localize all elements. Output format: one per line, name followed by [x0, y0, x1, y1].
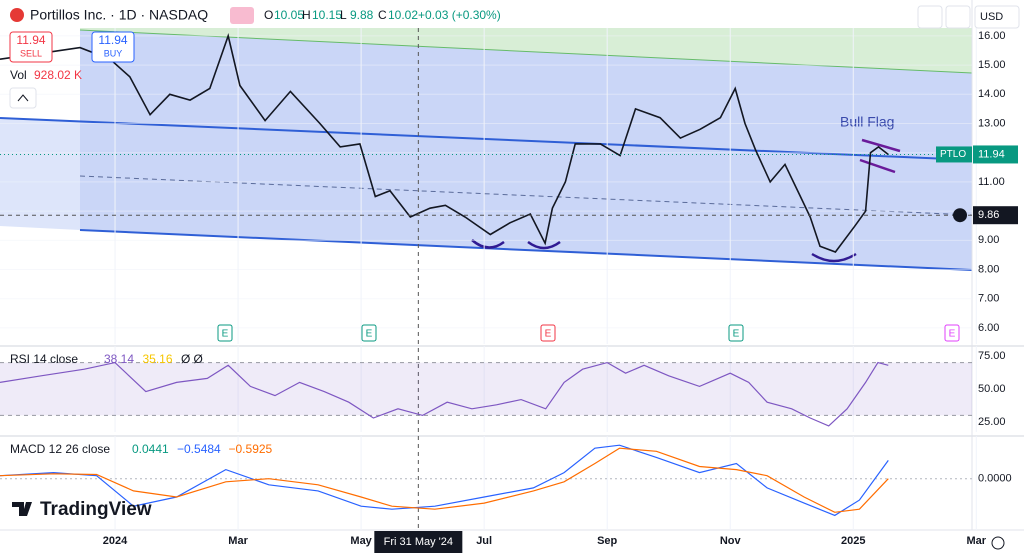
y-tick-label: 6.00 [978, 322, 999, 334]
y-tick-label: 50.00 [978, 383, 1006, 395]
earnings-marker [728, 324, 744, 342]
currency: USD [980, 11, 1003, 23]
sell-label: SELL [20, 48, 42, 58]
pane-readout: 38.14 [104, 352, 134, 366]
ohlc-value: 10.15 [312, 8, 342, 22]
earnings-marker [361, 324, 377, 342]
series-line [0, 447, 889, 513]
last-price-label: 11.94 [978, 148, 1005, 160]
buy-button[interactable] [91, 31, 135, 63]
ohlc-key: O [264, 8, 273, 22]
x-tick-label: 2025 [841, 535, 865, 547]
logo-mark [12, 502, 32, 516]
earnings-marker [944, 324, 960, 342]
crosshair-add [953, 208, 967, 223]
ohlc-value: 9.88 [350, 8, 374, 22]
y-tick-label: 13.00 [978, 117, 1006, 129]
series-line [0, 361, 889, 427]
sell-price: 11.94 [16, 33, 45, 47]
change: +0.03 (+0.30%) [418, 8, 501, 22]
pane-title: MACD 12 26 close [10, 442, 110, 456]
channel-lower-line [79, 229, 973, 271]
symbol-title[interactable]: Portillos Inc. · 1D · NASDAQ [30, 7, 208, 23]
y-tick-label: 8.00 [978, 263, 999, 275]
ohlc-value: 10.05 [274, 8, 304, 22]
header-bg [0, 0, 520, 28]
ohlc-key: C [378, 8, 387, 22]
x-tick-label: May [350, 535, 372, 547]
collapse-button[interactable] [9, 87, 37, 109]
pane-readout: 0.0441 [132, 442, 169, 456]
currency-select[interactable] [974, 5, 1020, 29]
crosshair-x-label: Fri 31 May '24 [384, 536, 453, 548]
x-tick-label: Mar [967, 535, 987, 547]
symbol-tag-label: PTLO [940, 149, 966, 160]
x-tick-label: 2024 [103, 535, 128, 547]
y-tick-label: 7.00 [978, 293, 999, 305]
earnings-label: E [366, 329, 373, 340]
y-tick-label: 15.00 [978, 59, 1006, 71]
settings-icon[interactable] [991, 536, 1005, 550]
sell-button[interactable] [9, 31, 53, 63]
download-button[interactable] [917, 5, 943, 29]
annotation: Bull Flag [840, 114, 894, 130]
y-tick-label: 16.00 [978, 30, 1006, 42]
crosshair-x-tag [374, 531, 463, 553]
bottom-arc [471, 239, 505, 249]
bottom-arc [811, 252, 857, 263]
series-line [0, 444, 889, 517]
pane-readout: −0.5484 [177, 442, 221, 456]
y-tick-label: 14.00 [978, 88, 1006, 100]
y-tick-label: 11.00 [978, 176, 1005, 188]
bottom-arc [527, 240, 561, 250]
y-tick-label: 0.0000 [978, 473, 1012, 485]
series-line [0, 33, 889, 253]
x-tick-label: Jul [476, 535, 492, 547]
volume-value: 928.02 K [34, 68, 82, 82]
earnings-label: E [733, 329, 740, 340]
volume-label: Vol [10, 68, 27, 82]
last-price-tag [973, 145, 1018, 164]
pane-readout: Ø [181, 352, 190, 366]
symbol-tag [936, 146, 972, 163]
y-tick-label: 75.00 [978, 350, 1006, 362]
channel-fill [80, 30, 972, 270]
earnings-marker [540, 324, 556, 342]
crosshair-y-label: 9.86 [978, 209, 999, 221]
ohlc-key: H [302, 8, 311, 22]
y-tick-label: 9.00 [978, 234, 999, 246]
rsi-band [0, 362, 972, 416]
earnings-marker [217, 324, 233, 342]
ohlc-value: 10.02 [388, 8, 418, 22]
indicator-toggle[interactable] [230, 7, 254, 24]
channel-ext-fill [0, 118, 80, 230]
pane-readout: Ø [194, 352, 203, 366]
symbol-logo [10, 8, 24, 22]
channel-mid-line [79, 175, 973, 216]
logo: TradingView [40, 499, 152, 520]
earnings-label: E [222, 329, 229, 340]
flag-line [861, 138, 901, 153]
earnings-label: E [545, 329, 552, 340]
x-tick-label: Mar [228, 535, 248, 547]
pane-readout: 35.16 [143, 352, 173, 366]
fullscreen-button[interactable] [945, 5, 971, 29]
buy-label: BUY [104, 48, 123, 58]
earnings-label: E [949, 329, 956, 340]
flag-line [859, 158, 896, 174]
x-tick-label: Nov [720, 535, 742, 547]
pane-title: RSI 14 close [10, 352, 78, 366]
buy-price: 11.94 [98, 33, 127, 47]
ohlc-key: L [340, 8, 347, 22]
x-tick-label: Sep [597, 535, 617, 547]
collapse-icon [17, 94, 29, 102]
crosshair-y-tag [973, 206, 1018, 225]
pane-readout: −0.5925 [229, 442, 273, 456]
y-tick-label: 25.00 [978, 416, 1006, 428]
